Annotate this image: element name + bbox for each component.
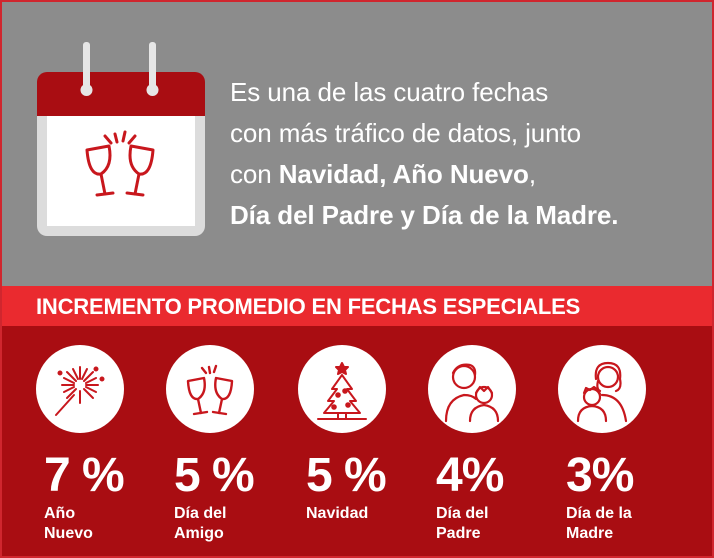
stat-label-line-1: Día de la: [566, 505, 632, 522]
stat-value: 4%: [436, 449, 504, 502]
section-title: INCREMENTO PROMEDIO EN FECHAS ESPECIALES: [36, 294, 581, 319]
stat-label-line-1: Navidad: [306, 505, 369, 522]
intro-line-3-suffix: ,: [528, 159, 536, 189]
intro-line-1: Es una de las cuatro fechas: [230, 77, 549, 107]
section-band: INCREMENTO PROMEDIO EN FECHAS ESPECIALES: [2, 286, 712, 326]
stat-value: 5 %: [174, 449, 255, 502]
intro-line-3: con Navidad, Año Nuevo,: [230, 154, 710, 195]
stat-value: 5 %: [306, 449, 387, 502]
calendar-icon: [37, 42, 205, 236]
stat-label-line-1: Día del: [174, 505, 227, 522]
intro-line-3-prefix: con: [230, 159, 279, 189]
stat-label-line-2: Padre: [436, 525, 481, 542]
toast-glasses-icon: [166, 345, 254, 433]
stat-label-line-2: Amigo: [174, 525, 224, 542]
intro-text: Es una de las cuatro fechas con más tráf…: [230, 72, 710, 236]
stat-label: Navidad: [306, 504, 426, 524]
intro-panel: Es una de las cuatro fechas con más tráf…: [2, 2, 712, 286]
stat-navidad: 5 % Navidad: [298, 326, 428, 556]
christmas-tree-icon: [298, 345, 386, 433]
fireworks-icon: [36, 345, 124, 433]
intro-line-4-bold: Día del Padre y Día de la Madre.: [230, 200, 619, 230]
intro-line-4: Día del Padre y Día de la Madre.: [230, 195, 710, 236]
stat-value: 7 %: [44, 449, 125, 502]
stat-dia-de-la-madre: 3% Día de la Madre: [558, 326, 688, 556]
stat-label-line-2: Madre: [566, 525, 614, 542]
father-child-icon: [428, 345, 516, 433]
mother-child-icon: [558, 345, 646, 433]
stat-label: Día del Padre: [436, 504, 556, 544]
stat-label: Día de la Madre: [566, 504, 686, 544]
stat-label-line-1: Día del: [436, 505, 489, 522]
stat-dia-del-amigo: 5 % Día del Amigo: [166, 326, 296, 556]
stat-label: Año Nuevo: [44, 504, 164, 544]
stat-label: Día del Amigo: [174, 504, 294, 544]
stat-value: 3%: [566, 449, 634, 502]
stat-label-line-1: Año: [44, 505, 76, 522]
stat-label-line-2: Nuevo: [44, 525, 93, 542]
stat-ano-nuevo: 7 % Año Nuevo: [36, 326, 166, 556]
toast-glasses-icon: [85, 130, 155, 197]
intro-line-3-bold: Navidad, Año Nuevo: [278, 159, 529, 189]
intro-line-2: con más tráfico de datos, junto: [230, 118, 581, 148]
stat-dia-del-padre: 4% Día del Padre: [428, 326, 558, 556]
stats-panel: 7 % Año Nuevo 5 % Día del Amigo: [2, 326, 712, 556]
